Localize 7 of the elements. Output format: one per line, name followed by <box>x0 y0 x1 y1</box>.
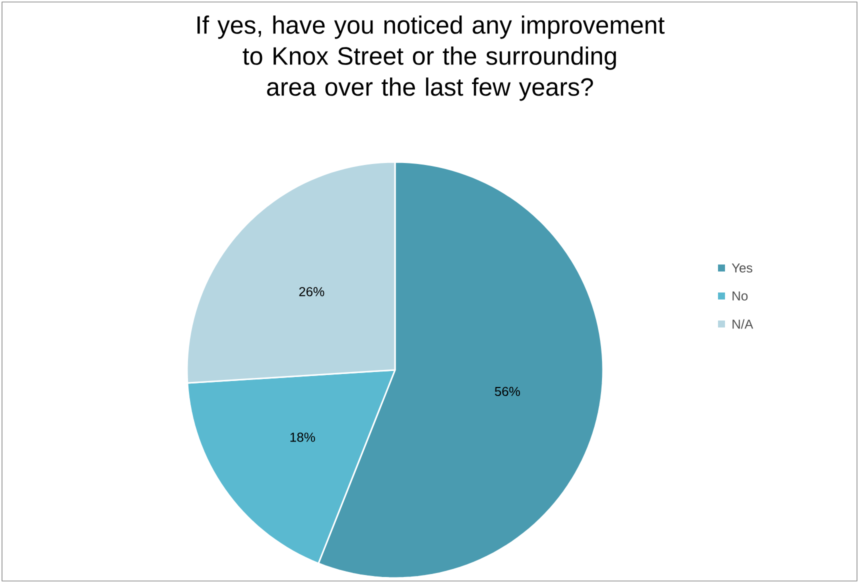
data-label: 26% <box>299 287 324 296</box>
chart-title: If yes, have you noticed any improvement to Knox Street or the surrounding area over the last few years? <box>197 16 665 101</box>
data-label: 56% <box>494 386 520 396</box>
legend-label: No <box>732 291 748 301</box>
legend-label: N/A <box>732 319 754 329</box>
data-label: 18% <box>290 432 315 442</box>
legend-label: Yes <box>732 263 752 273</box>
